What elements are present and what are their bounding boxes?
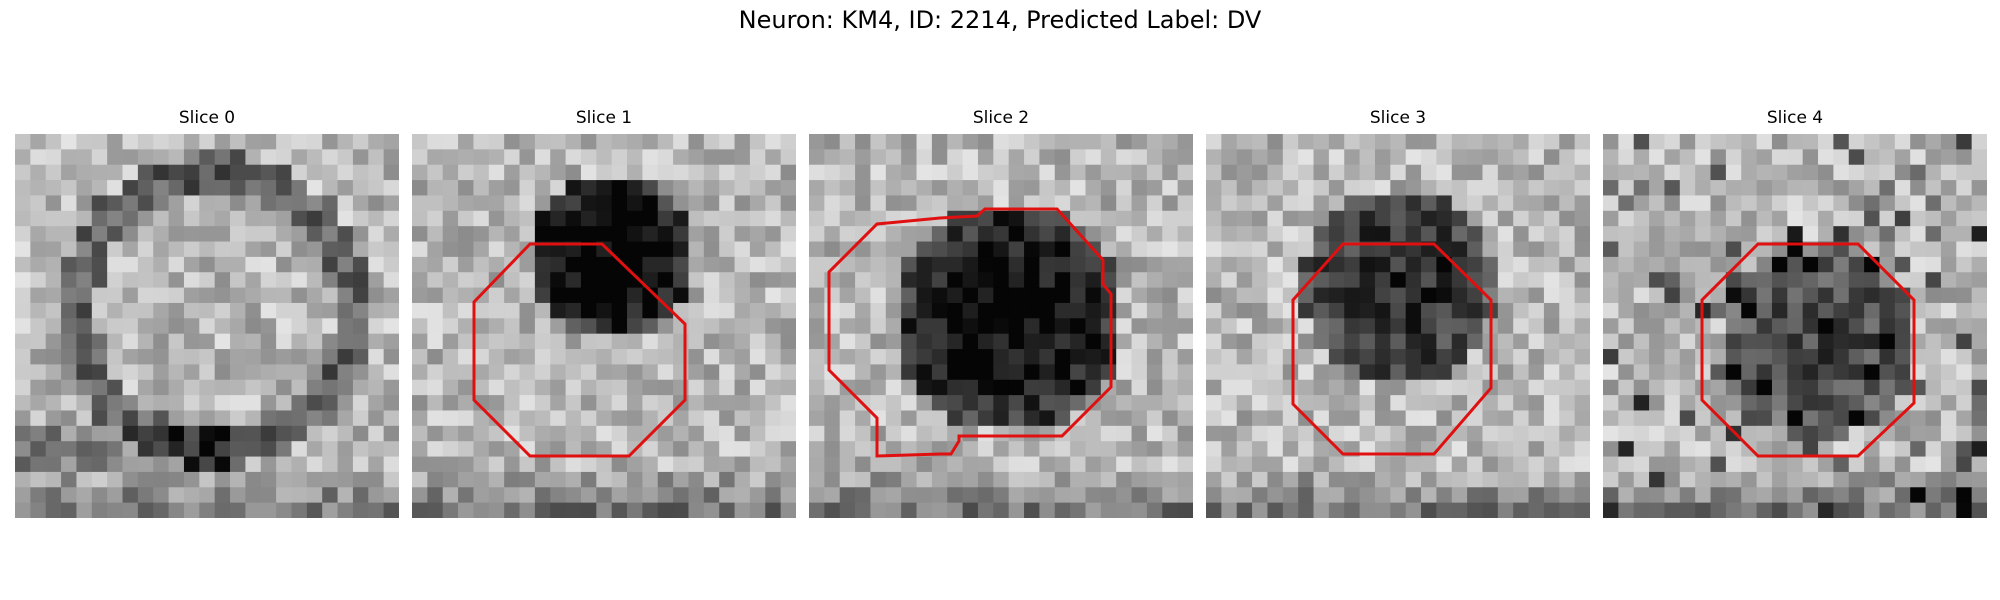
slice-image-4 — [1603, 134, 1987, 518]
slice-image-3 — [1206, 134, 1590, 518]
slice-title-2: Slice 2 — [972, 108, 1030, 128]
slice-panel-4: Slice 4 — [1603, 108, 1987, 528]
slice-panel-1: Slice 1 — [412, 108, 796, 528]
slice-title-4: Slice 4 — [1766, 108, 1824, 128]
slice-image-2 — [809, 134, 1193, 518]
roi-contour-3 — [1291, 242, 1493, 456]
slice-panel-2: Slice 2 — [809, 108, 1193, 528]
slice-title-1: Slice 1 — [575, 108, 633, 128]
figure-title: Neuron: KM4, ID: 2214, Predicted Label: … — [738, 6, 1262, 34]
slice-panel-3: Slice 3 — [1206, 108, 1590, 528]
roi-contour-1 — [472, 242, 687, 458]
slice-image-1 — [412, 134, 796, 518]
slice-title-3: Slice 3 — [1369, 108, 1427, 128]
roi-contour-2 — [827, 207, 1113, 458]
slice-panel-0: Slice 0 — [15, 108, 399, 528]
slice-title-0: Slice 0 — [178, 108, 236, 128]
slice-image-0 — [15, 134, 399, 518]
roi-contour-4 — [1700, 242, 1916, 458]
